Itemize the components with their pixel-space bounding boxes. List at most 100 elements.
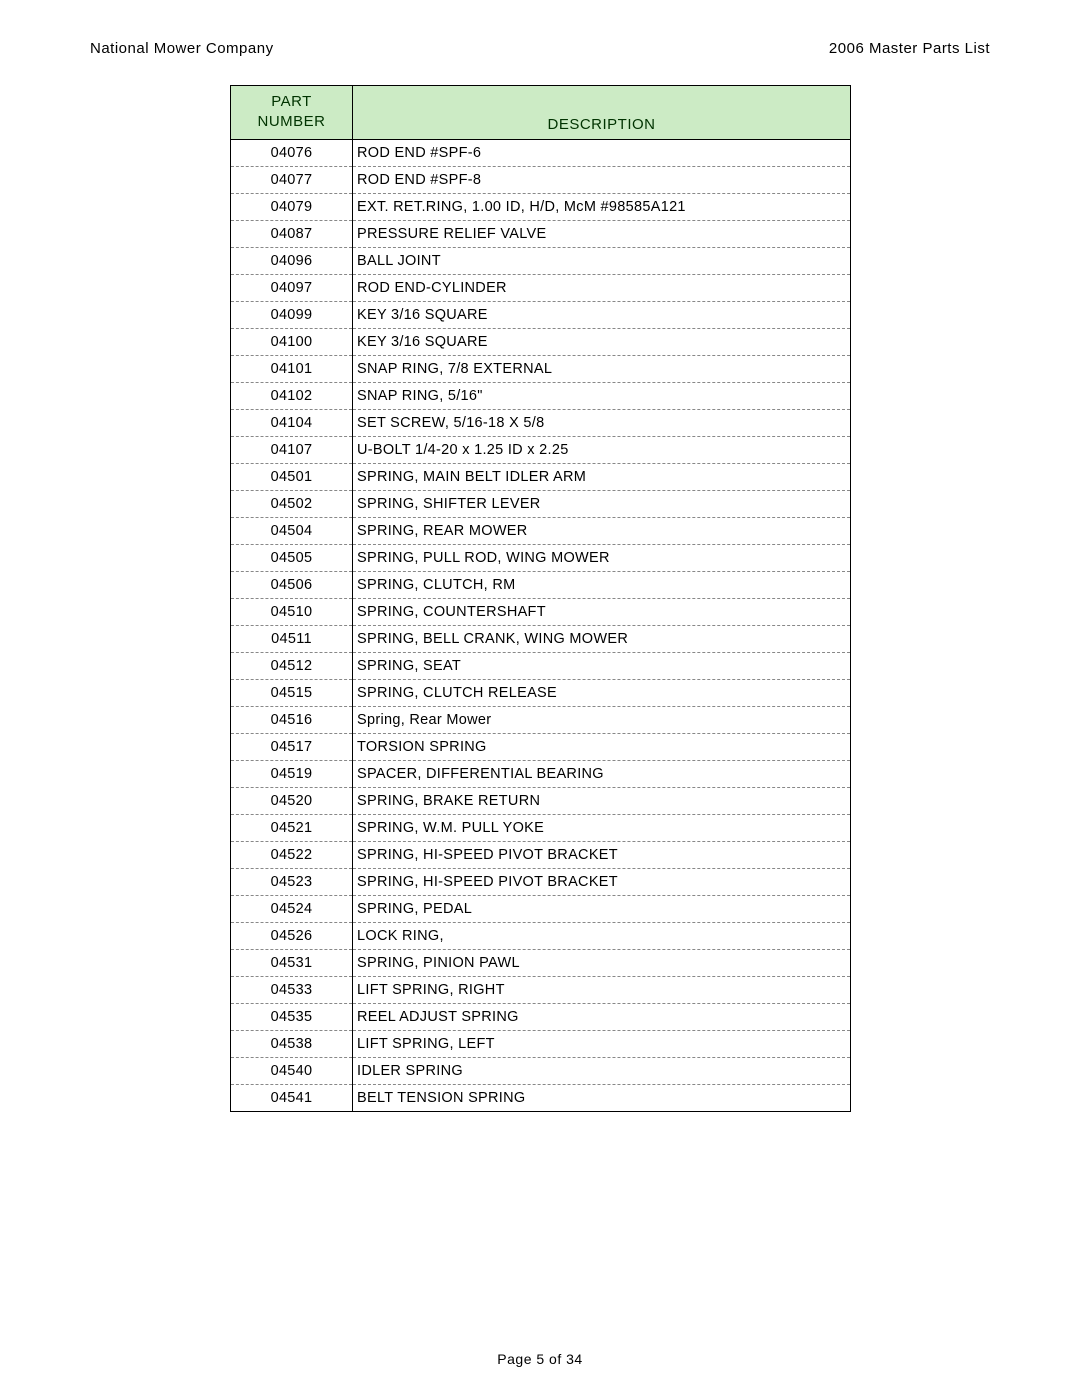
table-row: 04097ROD END-CYLINDER [231,274,851,301]
description-cell: PRESSURE RELIEF VALVE [353,220,851,247]
description-cell: SPRING, BRAKE RETURN [353,787,851,814]
header-right: 2006 Master Parts List [829,40,990,57]
part-number-cell: 04522 [231,841,353,868]
description-cell: BELT TENSION SPRING [353,1084,851,1111]
header-left: National Mower Company [90,40,274,57]
table-row: 04100KEY 3/16 SQUARE [231,328,851,355]
table-row: 04520SPRING, BRAKE RETURN [231,787,851,814]
description-cell: SPRING, CLUTCH RELEASE [353,679,851,706]
table-header-row: PART NUMBER DESCRIPTION [231,86,851,140]
part-number-cell: 04523 [231,868,353,895]
part-number-cell: 04501 [231,463,353,490]
table-body: 04076ROD END #SPF-604077ROD END #SPF-804… [231,139,851,1111]
part-number-cell: 04526 [231,922,353,949]
col-header-description: DESCRIPTION [353,86,851,140]
description-cell: SPRING, PEDAL [353,895,851,922]
table-row: 04096BALL JOINT [231,247,851,274]
description-cell: ROD END-CYLINDER [353,274,851,301]
table-row: 04535REEL ADJUST SPRING [231,1003,851,1030]
table-row: 04526LOCK RING, [231,922,851,949]
description-cell: Spring, Rear Mower [353,706,851,733]
parts-table-wrap: PART NUMBER DESCRIPTION 04076ROD END #SP… [230,85,850,1112]
description-cell: SPRING, COUNTERSHAFT [353,598,851,625]
part-number-cell: 04099 [231,301,353,328]
part-number-cell: 04510 [231,598,353,625]
description-cell: SPRING, CLUTCH, RM [353,571,851,598]
part-number-cell: 04516 [231,706,353,733]
table-row: 04511SPRING, BELL CRANK, WING MOWER [231,625,851,652]
description-cell: SPRING, REAR MOWER [353,517,851,544]
description-cell: LIFT SPRING, RIGHT [353,976,851,1003]
part-number-cell: 04520 [231,787,353,814]
description-cell: IDLER SPRING [353,1057,851,1084]
table-row: 04077ROD END #SPF-8 [231,166,851,193]
part-number-cell: 04096 [231,247,353,274]
description-cell: KEY 3/16 SQUARE [353,328,851,355]
part-number-cell: 04535 [231,1003,353,1030]
description-cell: SPRING, PINION PAWL [353,949,851,976]
col-header-part-line2: NUMBER [257,113,325,130]
table-row: 04510SPRING, COUNTERSHAFT [231,598,851,625]
part-number-cell: 04087 [231,220,353,247]
description-cell: KEY 3/16 SQUARE [353,301,851,328]
part-number-cell: 04076 [231,139,353,166]
part-number-cell: 04511 [231,625,353,652]
table-row: 04521SPRING, W.M. PULL YOKE [231,814,851,841]
description-cell: SPRING, MAIN BELT IDLER ARM [353,463,851,490]
part-number-cell: 04531 [231,949,353,976]
part-number-cell: 04104 [231,409,353,436]
part-number-cell: 04524 [231,895,353,922]
part-number-cell: 04540 [231,1057,353,1084]
part-number-cell: 04538 [231,1030,353,1057]
part-number-cell: 04077 [231,166,353,193]
description-cell: SPRING, SHIFTER LEVER [353,490,851,517]
description-cell: U-BOLT 1/4-20 x 1.25 ID x 2.25 [353,436,851,463]
description-cell: EXT. RET.RING, 1.00 ID, H/D, McM #98585A… [353,193,851,220]
table-row: 04522SPRING, HI-SPEED PIVOT BRACKET [231,841,851,868]
parts-table: PART NUMBER DESCRIPTION 04076ROD END #SP… [230,85,851,1112]
table-row: 04107U-BOLT 1/4-20 x 1.25 ID x 2.25 [231,436,851,463]
table-row: 04087PRESSURE RELIEF VALVE [231,220,851,247]
description-cell: ROD END #SPF-8 [353,166,851,193]
page-header: National Mower Company 2006 Master Parts… [90,40,990,57]
part-number-cell: 04097 [231,274,353,301]
part-number-cell: 04521 [231,814,353,841]
table-row: 04541BELT TENSION SPRING [231,1084,851,1111]
description-cell: ROD END #SPF-6 [353,139,851,166]
table-row: 04519SPACER, DIFFERENTIAL BEARING [231,760,851,787]
page-footer: Page 5 of 34 [0,1351,1080,1367]
col-header-part-number: PART NUMBER [231,86,353,140]
part-number-cell: 04512 [231,652,353,679]
description-cell: SPRING, BELL CRANK, WING MOWER [353,625,851,652]
table-row: 04524SPRING, PEDAL [231,895,851,922]
table-row: 04506SPRING, CLUTCH, RM [231,571,851,598]
part-number-cell: 04519 [231,760,353,787]
table-row: 04538LIFT SPRING, LEFT [231,1030,851,1057]
part-number-cell: 04506 [231,571,353,598]
table-row: 04502SPRING, SHIFTER LEVER [231,490,851,517]
description-cell: SPRING, PULL ROD, WING MOWER [353,544,851,571]
description-cell: SNAP RING, 5/16" [353,382,851,409]
description-cell: LIFT SPRING, LEFT [353,1030,851,1057]
description-cell: SPRING, W.M. PULL YOKE [353,814,851,841]
page: National Mower Company 2006 Master Parts… [0,0,1080,1397]
table-row: 04533LIFT SPRING, RIGHT [231,976,851,1003]
part-number-cell: 04502 [231,490,353,517]
table-row: 04531SPRING, PINION PAWL [231,949,851,976]
part-number-cell: 04541 [231,1084,353,1111]
table-row: 04504SPRING, REAR MOWER [231,517,851,544]
description-cell: BALL JOINT [353,247,851,274]
description-cell: TORSION SPRING [353,733,851,760]
part-number-cell: 04505 [231,544,353,571]
part-number-cell: 04517 [231,733,353,760]
table-row: 04101SNAP RING, 7/8 EXTERNAL [231,355,851,382]
part-number-cell: 04102 [231,382,353,409]
description-cell: SPRING, SEAT [353,652,851,679]
description-cell: REEL ADJUST SPRING [353,1003,851,1030]
table-row: 04104SET SCREW, 5/16-18 X 5/8 [231,409,851,436]
part-number-cell: 04079 [231,193,353,220]
part-number-cell: 04504 [231,517,353,544]
part-number-cell: 04101 [231,355,353,382]
table-row: 04523SPRING, HI-SPEED PIVOT BRACKET [231,868,851,895]
table-row: 04076ROD END #SPF-6 [231,139,851,166]
